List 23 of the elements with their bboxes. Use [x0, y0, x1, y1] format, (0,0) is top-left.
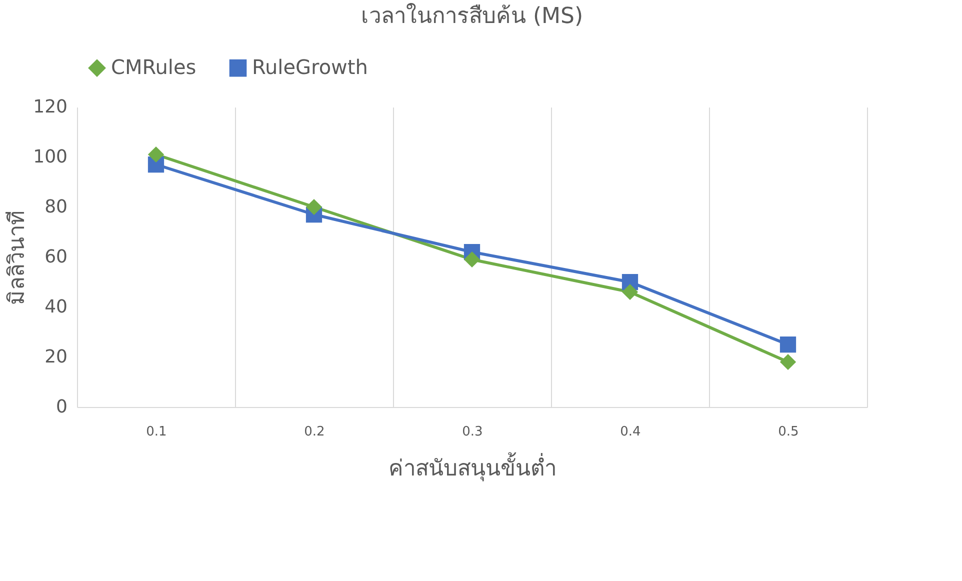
point	[148, 146, 164, 163]
y-tick-label: 120	[33, 96, 68, 118]
legend-label: CMRules	[111, 55, 196, 80]
x-axis-title: ค่าสนับสนุนขั้นต่ำ	[388, 452, 556, 482]
x-tick-label: 0.2	[304, 424, 325, 440]
y-tick-label: 60	[44, 246, 68, 268]
legend-label: RuleGrowth	[252, 55, 368, 80]
x-tick-label: 0.5	[778, 424, 799, 440]
y-tick-label: 20	[44, 346, 68, 368]
y-tick-label: 100	[33, 146, 68, 168]
chart-title: เวลาในการสืบค้น (MS)	[360, 3, 584, 29]
x-tick-label: 0.4	[620, 424, 641, 440]
x-tick-label: 0.3	[462, 424, 483, 440]
x-tick-label: 0.1	[146, 424, 167, 440]
y-tick-label: 80	[44, 196, 68, 218]
point	[622, 284, 638, 300]
point	[780, 354, 796, 370]
y-axis-title: มิลลิวินาที	[5, 210, 30, 305]
y-tick-label: 40	[44, 296, 68, 318]
point	[464, 251, 480, 268]
y-tick-label: 0	[56, 396, 68, 418]
point	[306, 198, 322, 216]
point	[780, 336, 796, 353]
